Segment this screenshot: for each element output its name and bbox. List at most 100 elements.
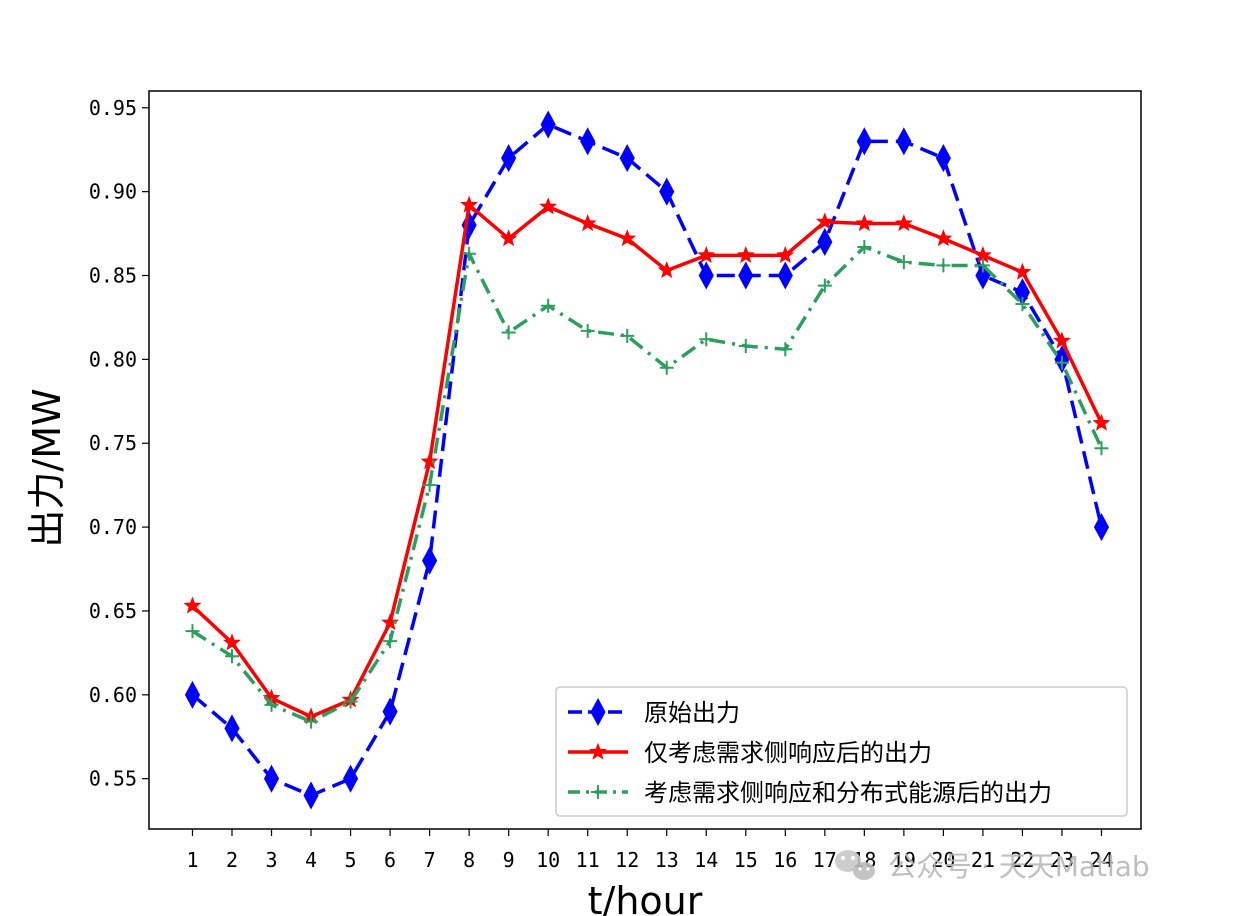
data-point <box>736 245 755 263</box>
x-tick-label: 17 <box>813 848 837 872</box>
x-tick-label: 24 <box>1089 848 1113 872</box>
watermark-text: 公众号 · 天天Matlab <box>888 850 1150 883</box>
x-tick-label: 15 <box>734 848 758 872</box>
legend-label: 原始出力 <box>644 699 740 727</box>
data-point <box>183 596 202 614</box>
data-point <box>657 261 676 279</box>
legend-marker <box>589 742 607 760</box>
data-point <box>1053 331 1071 349</box>
data-point <box>659 360 674 375</box>
x-tick-label: 11 <box>576 848 600 872</box>
data-point <box>778 342 793 357</box>
x-axis: 1 2 3 4 5 6 7 8 9 10 11 12 13 14 15 16 17 18 19 20 21 22 23 24 <box>186 829 1114 872</box>
data-point <box>263 764 280 793</box>
series-line <box>191 122 1104 798</box>
y-tick-label: 0.60 <box>89 683 137 707</box>
data-point <box>264 697 279 712</box>
data-point <box>738 338 753 353</box>
data-point <box>499 229 518 247</box>
legend-marker <box>590 697 606 727</box>
plot-frame <box>148 90 1142 830</box>
x-tick-label: 23 <box>1050 848 1074 872</box>
x-tick-label: 14 <box>694 848 718 872</box>
y-tick-label: 0.55 <box>89 767 137 791</box>
data-point <box>381 613 400 631</box>
data-point <box>817 278 832 293</box>
data-point <box>382 697 398 726</box>
x-tick-label: 16 <box>773 848 797 872</box>
data-point <box>1093 513 1110 542</box>
x-tick-label: 13 <box>655 848 679 872</box>
data-point <box>541 298 556 313</box>
data-point <box>342 764 359 793</box>
data-point <box>304 714 319 729</box>
data-point <box>422 546 438 575</box>
legend-marker <box>591 785 605 799</box>
series-3 <box>185 239 1109 729</box>
data-point <box>777 261 793 290</box>
x-tick-label: 19 <box>892 848 916 872</box>
y-axis: 0.55 0.60 0.65 0.70 0.75 0.80 0.85 0.90 0.95 <box>89 96 149 791</box>
plot-layer <box>183 110 1111 810</box>
x-tick-label: 22 <box>1010 848 1034 872</box>
data-point <box>894 214 913 232</box>
x-tick-label: 6 <box>384 848 396 872</box>
data-point <box>460 195 479 213</box>
data-point <box>936 258 951 273</box>
y-tick-label: 0.65 <box>89 599 137 623</box>
x-tick-label: 7 <box>424 848 436 872</box>
data-point <box>501 144 517 173</box>
legend-box <box>555 686 1128 817</box>
x-tick-label: 1 <box>186 848 198 872</box>
watermark: 公众号 · 天天Matlab <box>835 850 1150 883</box>
data-point <box>934 229 953 247</box>
x-tick-label: 3 <box>265 848 277 872</box>
data-point <box>578 214 597 232</box>
data-point <box>817 227 833 257</box>
data-point <box>462 246 477 261</box>
data-point <box>896 255 911 270</box>
data-point <box>1092 413 1111 431</box>
x-tick-label: 9 <box>503 848 515 872</box>
legend-item: 考虑需求侧响应和分布式能源后的出力 <box>568 779 1052 807</box>
data-point <box>223 633 241 651</box>
x-tick-label: 4 <box>305 848 317 872</box>
data-point <box>699 332 714 347</box>
data-point <box>619 144 635 173</box>
legend-item: 仅考虑需求侧响应后的出力 <box>568 739 932 767</box>
legend-label: 考虑需求侧响应和分布式能源后的出力 <box>644 779 1052 807</box>
data-point <box>184 680 201 709</box>
data-point <box>420 452 439 470</box>
data-point <box>856 127 872 156</box>
legend-label: 仅考虑需求侧响应后的出力 <box>644 739 932 767</box>
data-point <box>659 177 675 206</box>
series-line <box>191 203 1104 719</box>
x-tick-label: 5 <box>345 848 357 872</box>
data-point <box>698 261 714 290</box>
data-point <box>697 245 716 263</box>
x-tick-label: 2 <box>226 848 238 872</box>
x-axis-label: t/hour <box>588 879 703 916</box>
data-point <box>1054 355 1069 370</box>
data-point <box>540 110 556 139</box>
wechat-icon <box>835 850 875 880</box>
data-point <box>857 239 872 254</box>
data-point <box>815 212 834 230</box>
x-tick-label: 20 <box>931 848 955 872</box>
data-point <box>618 229 637 247</box>
data-point <box>501 325 516 340</box>
data-point <box>1013 262 1032 280</box>
data-point <box>422 478 437 493</box>
data-point <box>855 214 874 232</box>
y-tick-label: 0.85 <box>89 264 137 288</box>
legend-item: 原始出力 <box>568 697 740 727</box>
data-point <box>620 328 635 343</box>
x-tick-label: 21 <box>971 848 995 872</box>
y-tick-label: 0.95 <box>89 96 137 120</box>
y-axis-label: 出力/MW <box>25 388 69 547</box>
data-point <box>935 144 951 173</box>
data-point <box>1015 297 1030 312</box>
data-point <box>224 714 240 743</box>
data-point <box>224 649 239 664</box>
